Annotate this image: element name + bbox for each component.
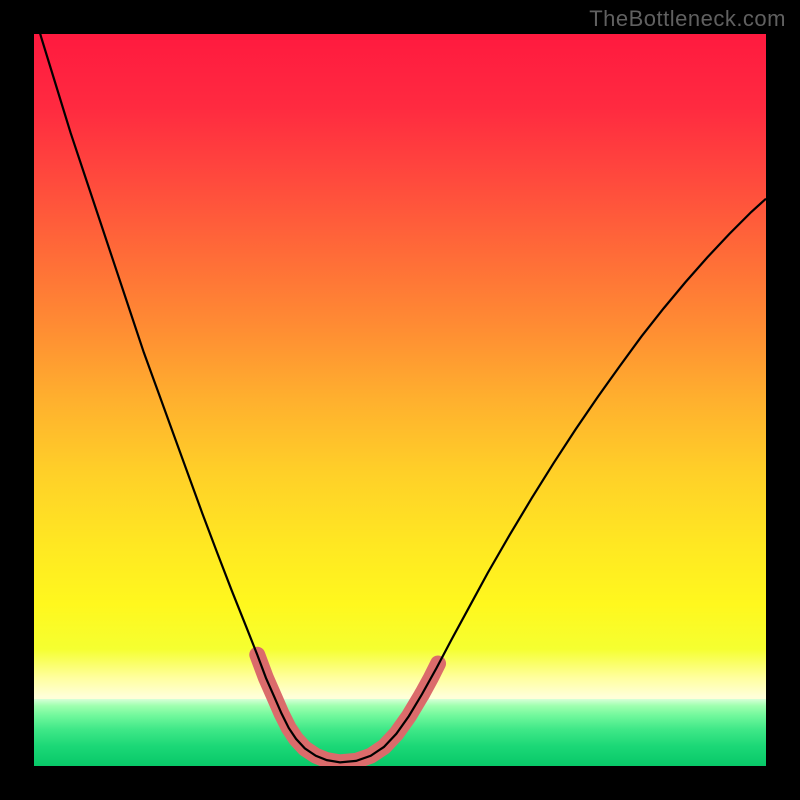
highlight-segment-0 [257, 655, 422, 763]
watermark: TheBottleneck.com [589, 6, 786, 32]
curve-svg [34, 34, 766, 766]
bottleneck-curve [34, 34, 766, 762]
plot-area [34, 34, 766, 766]
